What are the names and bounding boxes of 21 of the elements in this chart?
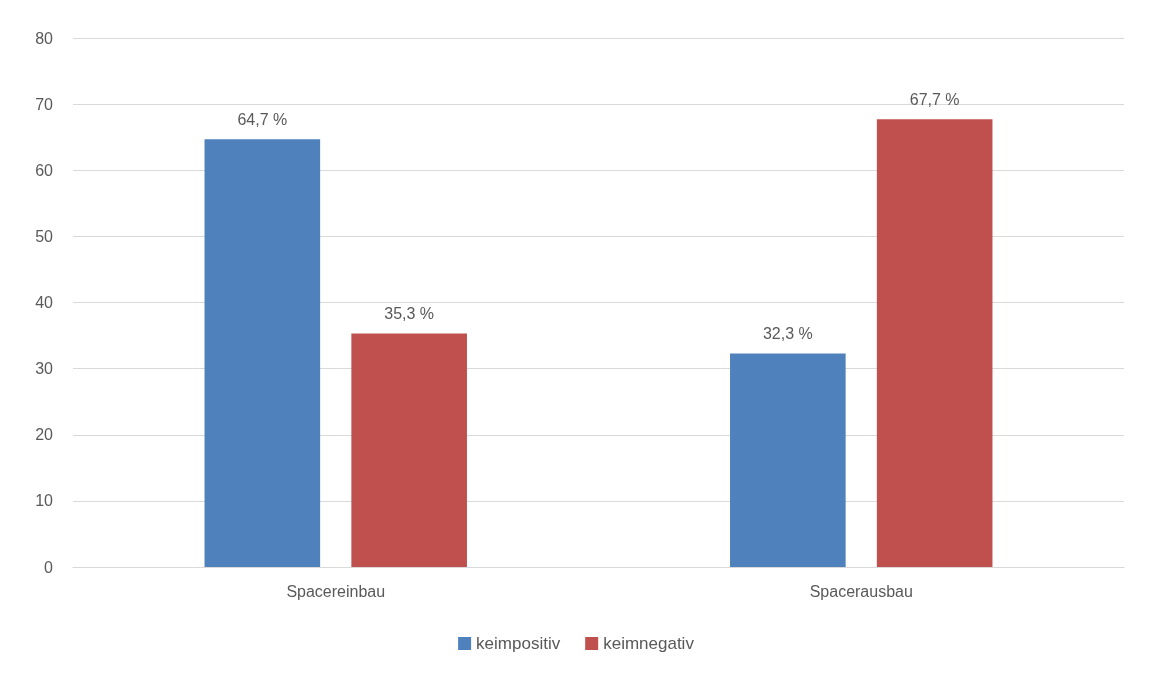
legend-label: keimpositiv — [476, 634, 561, 653]
y-tick-label: 40 — [35, 294, 54, 311]
y-tick-label: 20 — [35, 426, 54, 444]
data-label: 64,7 % — [237, 110, 288, 128]
y-tick-label: 70 — [35, 95, 54, 113]
y-tick-label: 50 — [35, 227, 54, 245]
legend-label: keimnegativ — [603, 634, 695, 653]
bar — [351, 333, 467, 567]
data-label: 35,3 % — [384, 305, 435, 323]
y-tick-label: 60 — [35, 161, 54, 179]
y-tick-label: 0 — [44, 558, 54, 576]
bar — [204, 139, 321, 567]
data-label: 67,7 % — [909, 90, 960, 108]
x-tick-label: Spacereinbau — [286, 582, 386, 600]
data-label: 32,3 % — [762, 324, 813, 342]
y-tick-label: 30 — [35, 360, 54, 378]
y-tick-label: 80 — [35, 29, 54, 47]
bar — [730, 353, 846, 567]
bar — [876, 119, 993, 567]
y-tick-label: 10 — [35, 492, 54, 510]
x-tick-label: Spacerausbau — [809, 582, 913, 600]
